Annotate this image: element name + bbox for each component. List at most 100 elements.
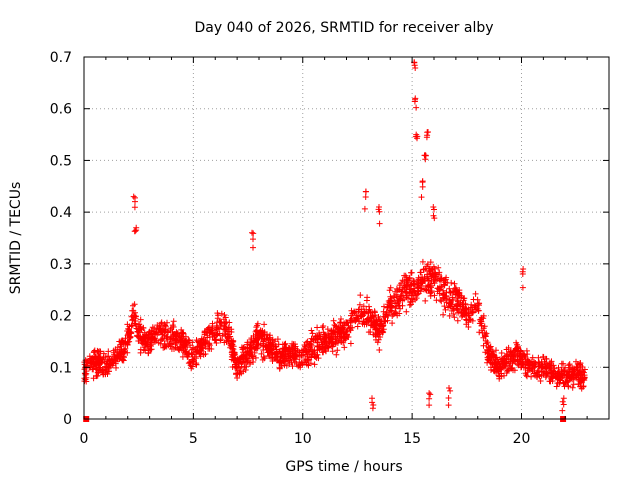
data-point <box>435 264 442 271</box>
data-point <box>349 310 356 317</box>
data-point <box>415 276 422 283</box>
data-point <box>451 280 458 287</box>
data-point <box>206 324 213 331</box>
data-point <box>406 276 413 282</box>
data-point <box>378 320 385 327</box>
data-point <box>244 355 251 362</box>
data-point <box>261 321 268 328</box>
data-point <box>170 318 177 325</box>
data-point <box>509 351 516 358</box>
data-point <box>469 309 476 316</box>
data-point <box>517 348 524 355</box>
data-point <box>227 333 234 340</box>
data-point <box>535 354 542 361</box>
y-tick-label: 0 <box>63 412 72 428</box>
data-point <box>331 329 338 336</box>
data-point <box>354 323 361 330</box>
data-point <box>573 373 580 379</box>
data-point <box>394 300 401 307</box>
data-point <box>520 359 526 366</box>
data-point <box>273 357 280 364</box>
data-point <box>103 360 110 367</box>
data-point <box>504 367 511 374</box>
data-point <box>428 289 435 296</box>
data-point <box>258 350 265 357</box>
data-point <box>248 336 255 343</box>
data-point <box>511 367 518 374</box>
data-point <box>190 344 196 351</box>
data-point <box>513 339 520 346</box>
data-point <box>446 297 453 304</box>
data-point <box>167 327 174 333</box>
data-point <box>472 290 479 297</box>
peak-point <box>369 399 376 406</box>
data-point <box>450 296 457 303</box>
data-point <box>320 329 327 336</box>
data-point <box>385 312 392 319</box>
peak-point <box>376 208 383 215</box>
data-point <box>144 339 151 345</box>
peak-point <box>426 390 433 397</box>
data-point <box>237 355 244 362</box>
x-axis-label: GPS time / hours <box>285 459 402 475</box>
data-point <box>448 301 455 308</box>
data-point <box>289 363 296 370</box>
data-point <box>442 295 449 302</box>
peak-point <box>370 402 377 408</box>
data-point <box>256 331 263 338</box>
data-point <box>94 360 100 367</box>
data-point <box>229 339 236 346</box>
data-point <box>554 372 561 379</box>
peak-point <box>131 204 138 211</box>
data-point <box>196 343 203 350</box>
data-point <box>292 354 299 361</box>
data-point <box>577 360 584 367</box>
data-point <box>156 325 163 332</box>
data-point <box>182 338 189 345</box>
data-point <box>514 360 521 367</box>
data-point <box>490 354 497 361</box>
data-point <box>128 313 135 320</box>
data-point <box>384 304 391 311</box>
data-point <box>151 325 158 332</box>
data-point <box>387 284 394 291</box>
data-point <box>209 323 216 330</box>
data-point <box>495 361 501 368</box>
data-point <box>433 277 440 284</box>
data-point <box>211 336 218 343</box>
data-point <box>213 325 220 332</box>
data-point <box>224 337 230 344</box>
data-point <box>217 319 224 326</box>
peak-point <box>412 65 419 71</box>
peak-point <box>560 395 567 402</box>
data-point <box>96 354 103 361</box>
data-point <box>441 303 448 310</box>
data-point <box>308 327 315 334</box>
data-point <box>161 342 168 349</box>
data-point <box>148 341 154 348</box>
data-point <box>503 370 510 376</box>
x-tick-label: 5 <box>189 431 198 447</box>
peak-point <box>422 152 429 159</box>
data-point <box>129 312 136 319</box>
data-point <box>231 357 238 364</box>
data-point <box>217 336 224 343</box>
data-point <box>395 287 401 294</box>
data-point <box>475 307 482 314</box>
peak-point <box>250 236 256 243</box>
data-point <box>164 338 171 344</box>
data-point <box>578 377 585 384</box>
grid-lines <box>84 57 609 419</box>
data-point <box>413 295 420 302</box>
data-point <box>561 383 568 390</box>
data-point <box>547 364 554 371</box>
data-point <box>127 334 134 341</box>
data-point <box>99 359 106 365</box>
data-point <box>461 295 468 302</box>
data-point <box>325 333 332 340</box>
data-point <box>259 356 266 363</box>
data-point <box>430 274 437 280</box>
peak-point <box>427 391 434 398</box>
data-point <box>90 375 97 382</box>
data-point <box>359 320 366 327</box>
